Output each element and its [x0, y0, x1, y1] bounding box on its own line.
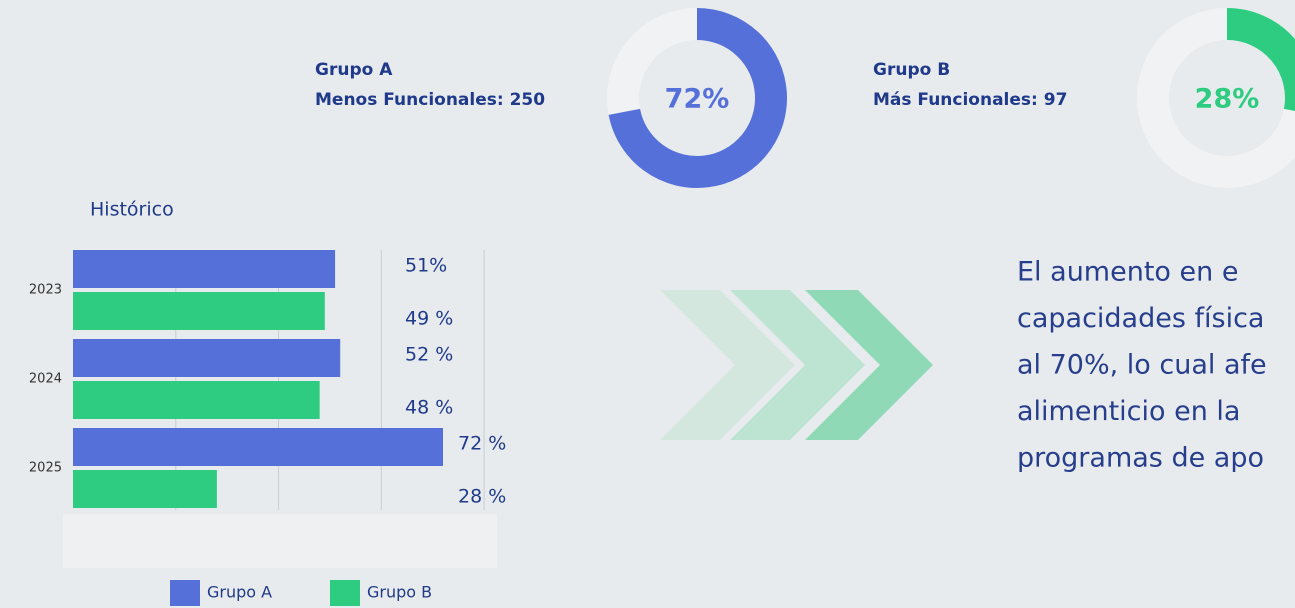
bar	[73, 381, 320, 419]
group-subtitle: Más Funcionales: 97	[873, 90, 1067, 110]
y-tick-label: 2023	[29, 283, 62, 298]
value-label: 48 %	[405, 397, 453, 419]
paragraph-line: al 70%, lo cual afe	[1017, 350, 1267, 381]
chart-footer-box	[63, 514, 497, 568]
bar	[73, 339, 341, 377]
value-label: 28 %	[458, 486, 506, 508]
chevron	[805, 290, 933, 440]
legend-swatch	[170, 580, 200, 606]
bar	[73, 470, 217, 508]
paragraph-line: alimenticio en la	[1017, 396, 1240, 427]
value-label: 52 %	[405, 344, 453, 366]
chevron	[730, 290, 865, 440]
legend-label: Grupo B	[367, 583, 432, 602]
group-title: Grupo B	[873, 60, 950, 80]
paragraph-line: El aumento en e	[1017, 257, 1238, 288]
chevrons	[660, 290, 933, 440]
donut-center-label: 28%	[1195, 84, 1260, 115]
y-tick-label: 2024	[29, 372, 62, 387]
value-label: 51%	[405, 255, 447, 277]
legend-swatch	[330, 580, 360, 606]
group-title: Grupo A	[315, 60, 393, 80]
chevron	[660, 290, 795, 440]
y-tick-label: 2025	[29, 461, 62, 476]
donut-arc	[1226, 8, 1295, 112]
bar	[73, 292, 325, 330]
donut-arc	[608, 8, 787, 188]
group-subtitle: Menos Funcionales: 250	[315, 90, 545, 110]
paragraph-line: programas de apo	[1017, 443, 1264, 474]
value-label: 72 %	[458, 433, 506, 455]
bar	[73, 428, 443, 466]
donut-center-label: 72%	[665, 84, 730, 115]
bar	[73, 250, 336, 288]
chart-title: Histórico	[90, 199, 174, 221]
legend-label: Grupo A	[207, 583, 272, 602]
paragraph-line: capacidades física	[1017, 303, 1264, 334]
value-label: 49 %	[405, 308, 453, 330]
